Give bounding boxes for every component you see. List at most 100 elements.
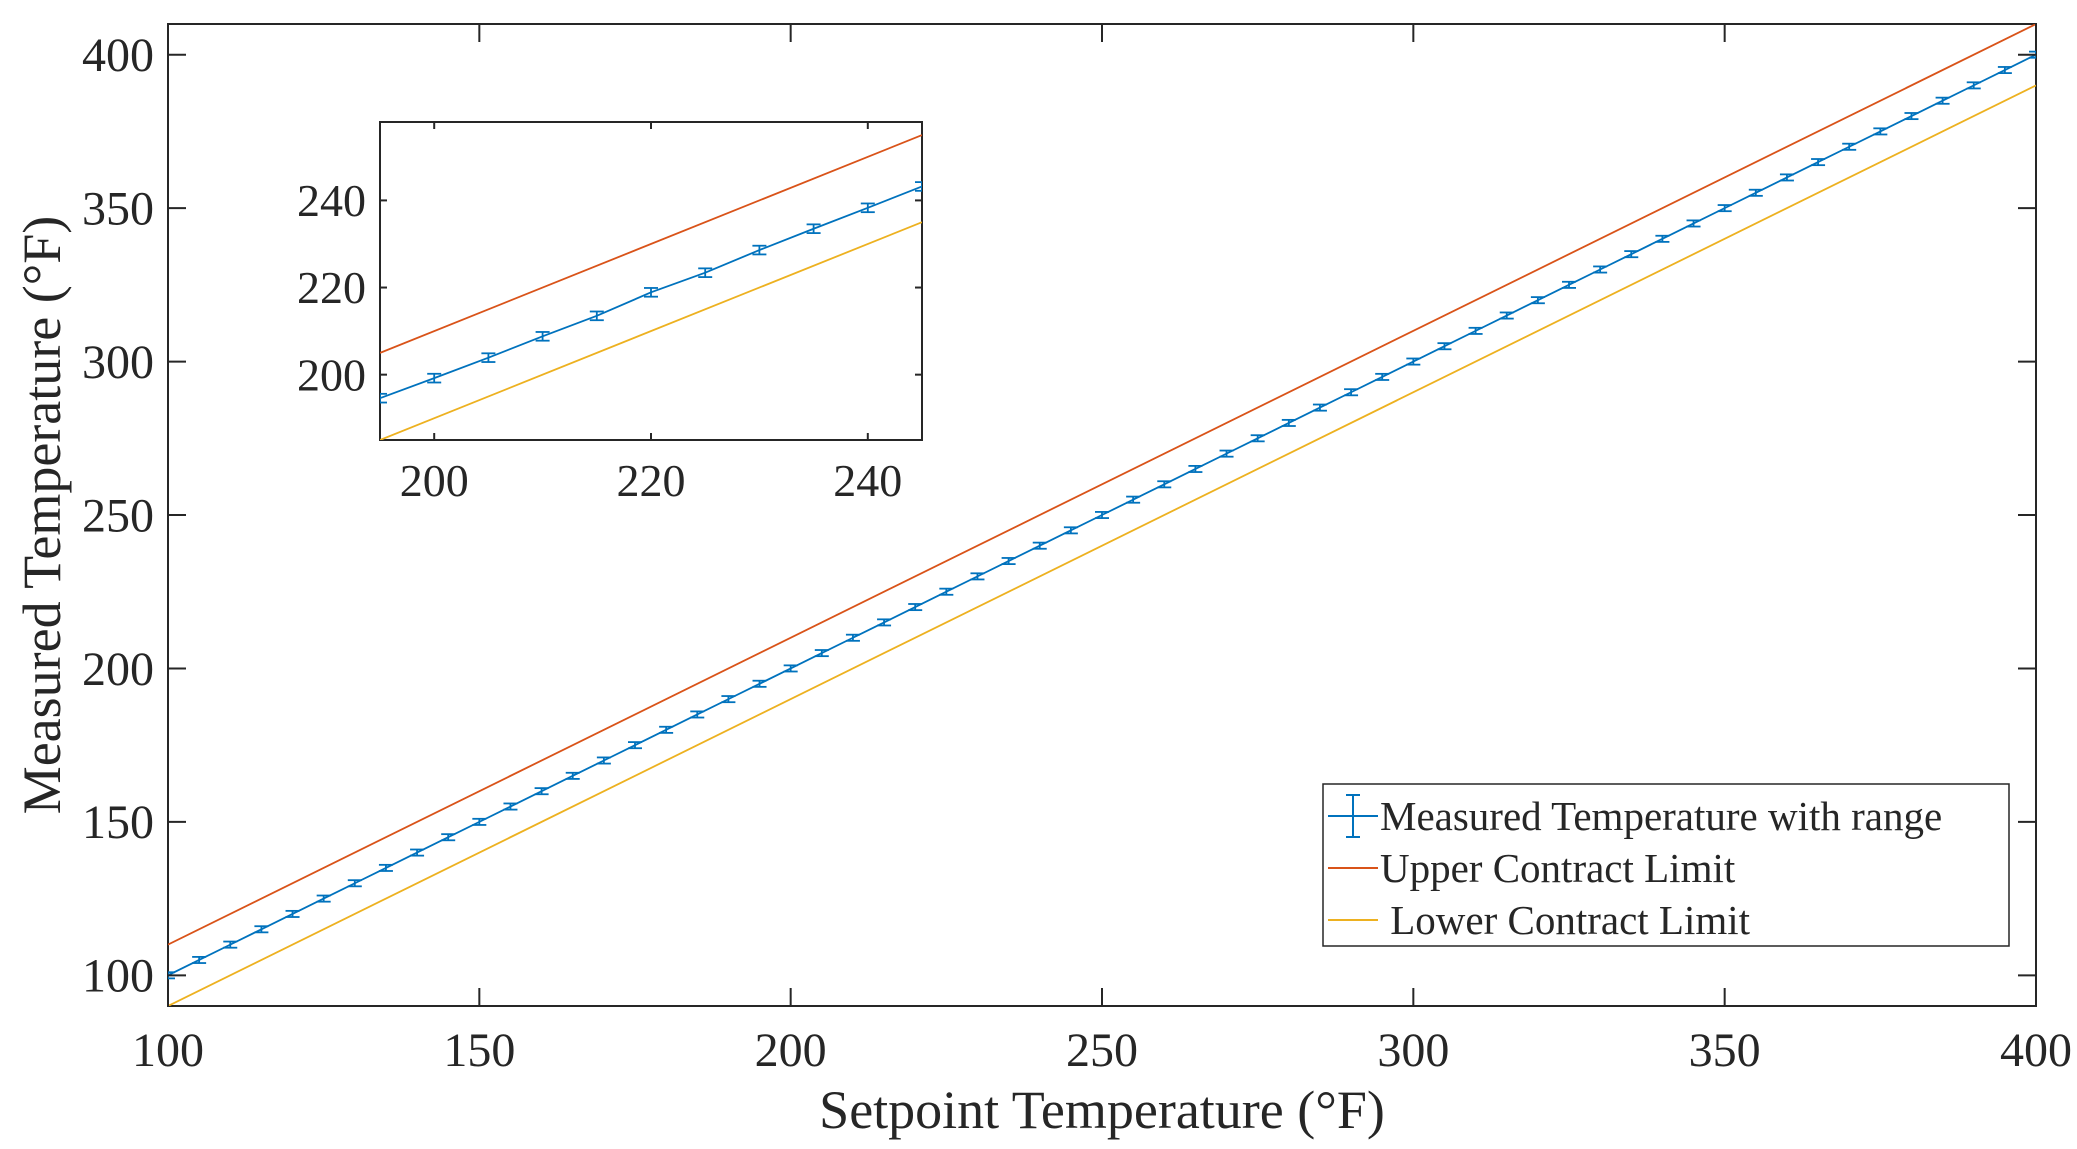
main-errorbar-point (1873, 127, 1888, 136)
legend-label-measured: Measured Temperature with range (1380, 793, 1942, 839)
main-errorbar-point (1406, 357, 1421, 366)
main-errorbar-point (254, 925, 269, 934)
main-errorbar-point (1312, 403, 1327, 412)
main-errorbar-point (1437, 342, 1452, 351)
main-errorbar-point (814, 649, 829, 658)
main-errorbar-point (2029, 50, 2036, 59)
main-y-tick-label: 200 (82, 643, 154, 696)
inset-x-tick-label: 200 (400, 455, 469, 506)
inset-errorbar-point (481, 352, 496, 363)
main-errorbar-point (721, 695, 736, 704)
main-errorbar-point (1530, 296, 1545, 305)
inset-lower-limit-line (380, 221, 922, 440)
inset-errorbar-point (698, 267, 713, 278)
main-errorbar-point (1562, 280, 1576, 289)
legend-entry-upper: Upper Contract Limit (1328, 845, 1736, 891)
main-errorbar-point (1375, 372, 1390, 381)
main-errorbar-point (1966, 81, 1981, 90)
main-errorbar-point (1811, 158, 1826, 167)
main-errorbar-point (1593, 265, 1608, 274)
main-errorbar-point (472, 817, 487, 826)
main-errorbar-point (596, 756, 611, 765)
inset-axes-frame (379, 121, 923, 441)
main-errorbar-point (1157, 480, 1172, 489)
main-errorbar-point (1748, 188, 1763, 197)
inset-y-tick-label: 200 (297, 349, 366, 400)
inset-errorbar-point (427, 372, 442, 384)
main-errorbar-point (1997, 66, 2012, 74)
main-y-tick-label: 300 (82, 336, 154, 389)
x-axis-label: Setpoint Temperature (°F) (819, 1080, 1385, 1140)
legend-entry-lower: Lower Contract Limit (1328, 897, 1751, 943)
main-errorbar-point (1063, 526, 1078, 535)
inset-upper-limit-line (380, 134, 922, 354)
main-errorbar-point (752, 679, 767, 688)
main-errorbar-point (441, 833, 456, 842)
inset-errorbar-point (535, 331, 550, 342)
main-errorbar-point (1655, 234, 1670, 243)
main-errorbar-point (565, 771, 580, 780)
inset-errorbar-point (644, 287, 658, 298)
main-y-tick-label: 400 (82, 29, 154, 82)
inset-x-tick-label: 220 (617, 455, 686, 506)
main-x-tick-label: 200 (755, 1024, 827, 1077)
inset-errorbar-point (915, 181, 922, 192)
main-errorbar-point (783, 664, 798, 673)
inset-plot-area: 200 220 240 200 220 240 (297, 121, 923, 506)
main-x-tick-label: 150 (443, 1024, 515, 1077)
main-x-tick-label: 300 (1377, 1024, 1449, 1077)
main-errorbar-point (1032, 541, 1047, 550)
main-y-tick-label: 100 (82, 950, 154, 1003)
inset-y-tick-label: 240 (297, 175, 366, 226)
main-errorbar-point (534, 787, 549, 796)
main-upper-limit-line (168, 24, 2036, 946)
main-errorbar-point (1686, 219, 1701, 228)
main-errorbar-point (690, 710, 705, 719)
main-errorbar-point (1001, 557, 1016, 565)
main-errorbar-point (628, 741, 642, 750)
main-errorbar-point (1935, 96, 1950, 105)
main-errorbar-point (1126, 495, 1141, 504)
main-errorbar-point (908, 603, 923, 612)
main-errorbar-point (970, 572, 985, 581)
inset-errorbar-point (380, 392, 387, 404)
main-errorbar-point (1188, 464, 1203, 473)
main-errorbar-point (1842, 142, 1857, 151)
main-errorbar-point (223, 940, 238, 949)
main-errorbar-point (1095, 511, 1109, 519)
main-errorbar-point (659, 725, 674, 734)
main-x-tick-label: 350 (1689, 1024, 1761, 1077)
main-x-tick-label: 100 (132, 1024, 204, 1077)
main-errorbar-point (1219, 449, 1234, 458)
main-y-tick-label: 150 (82, 796, 154, 849)
main-lower-limit-line (168, 84, 2036, 1006)
main-errorbar-point (1281, 418, 1296, 427)
main-x-tick-label: 400 (2000, 1024, 2072, 1077)
inset-errorbar-point (806, 223, 821, 234)
main-errorbar-point (1624, 250, 1639, 259)
main-errorbar-point (1499, 311, 1514, 320)
main-errorbar-point (877, 618, 892, 627)
main-errorbar-point (1904, 112, 1919, 121)
main-errorbar-point (410, 848, 425, 857)
main-errorbar-point (503, 802, 518, 811)
inset-errorbar-point (752, 244, 767, 256)
main-errorbar-point (845, 633, 860, 642)
legend-label-lower: Lower Contract Limit (1380, 897, 1751, 943)
main-y-tick-label: 350 (82, 182, 154, 235)
legend-box (1322, 783, 2010, 947)
legend-entry-measured: Measured Temperature with range (1328, 793, 1942, 839)
inset-errorbar-point (589, 310, 604, 322)
chart-legend: Measured Temperature with range Upper Co… (1322, 783, 2010, 947)
main-errorbar-point (347, 879, 362, 888)
main-x-tick-label: 250 (1066, 1024, 1138, 1077)
main-errorbar-point (939, 587, 954, 596)
inset-y-tick-label: 220 (297, 262, 366, 313)
main-errorbar-point (1717, 204, 1732, 213)
main-errorbar-point (1344, 388, 1359, 397)
legend-label-upper: Upper Contract Limit (1380, 845, 1736, 891)
main-errorbar-point (192, 956, 207, 964)
inset-errorbar-point (860, 202, 875, 214)
main-errorbar-point (1250, 434, 1265, 443)
